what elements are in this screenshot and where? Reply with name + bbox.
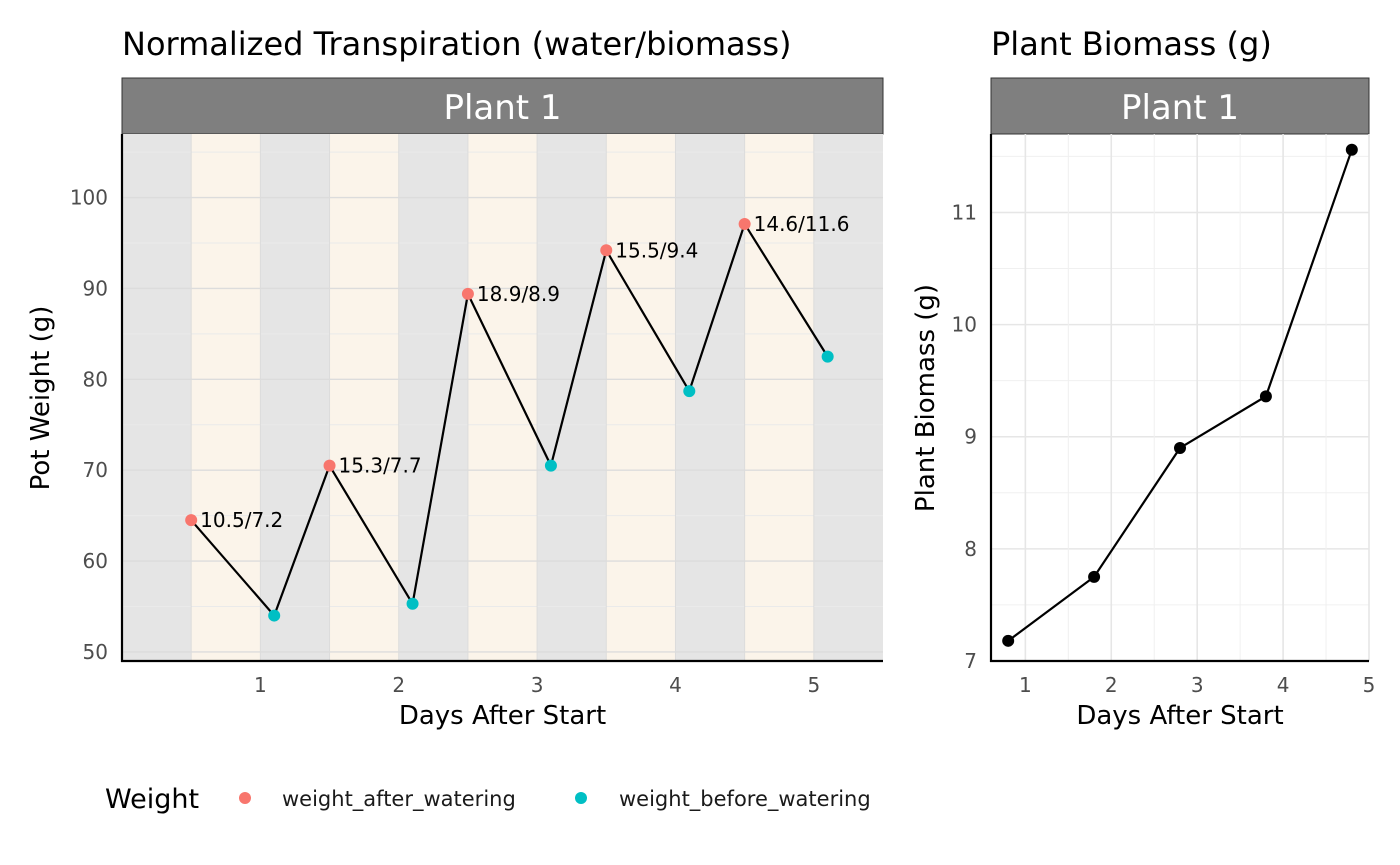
- biomass-point: [1002, 634, 1015, 647]
- night-band: [675, 134, 745, 661]
- x-tick-label: 2: [1105, 673, 1118, 697]
- weight_before_watering-point: [683, 385, 696, 398]
- weight_before_watering-point: [268, 609, 281, 622]
- biomass-strip: [990, 77, 1370, 135]
- transpiration-strip: [121, 77, 884, 135]
- biomass-x-title: Days After Start: [1076, 701, 1283, 731]
- y-tick-label: 100: [70, 186, 108, 210]
- x-tick-labels: 1 2 3 4 5: [1019, 673, 1375, 697]
- y-tick-label: 7: [964, 649, 977, 673]
- biomass-y-title: Plant Biomass (g): [911, 284, 941, 512]
- biomass-trace: [1007, 149, 1353, 642]
- axes: [120, 134, 883, 663]
- x-tick-label: 2: [392, 673, 405, 697]
- y-tick-label: 80: [83, 367, 108, 391]
- x-tick-label: 4: [1277, 673, 1290, 697]
- biomass-strip-label: Plant 1: [1121, 88, 1239, 128]
- transpiration-strip-label: Plant 1: [443, 88, 561, 128]
- ratio-label: 15.3/7.7: [339, 454, 422, 478]
- biomass-line: [1007, 149, 1353, 642]
- biomass-points: [1002, 143, 1358, 647]
- y-tick-label: 8: [964, 537, 977, 561]
- y-tick-label: 9: [964, 425, 977, 449]
- x-tick-label: 3: [1191, 673, 1204, 697]
- ratio-labels: 10.5/7.2 15.3/7.7 18.9/8.9 15.5/9.4 14.6/11.…: [200, 212, 849, 532]
- night-band: [537, 134, 607, 661]
- y-tick-label: 11: [952, 200, 977, 224]
- transpiration-x-title: Days After Start: [399, 701, 606, 731]
- legend-title: Weight: [105, 784, 199, 815]
- gridlines: [122, 134, 883, 661]
- ratio-label: 10.5/7.2: [200, 508, 283, 532]
- night-band: [122, 134, 192, 661]
- day-band: [329, 134, 399, 661]
- ratio-label: 15.5/9.4: [615, 238, 698, 262]
- day-band: [191, 134, 261, 661]
- weight_before_watering-point: [544, 459, 557, 472]
- weight-line: [190, 221, 829, 618]
- weight_before_watering-point: [406, 597, 419, 610]
- legend-label-before: weight_before_watering: [619, 787, 871, 812]
- legend-key-after: [239, 792, 251, 804]
- x-tick-labels: 1 2 3 4 5: [254, 673, 820, 697]
- x-tick-label: 3: [531, 673, 544, 697]
- y-tick-labels: 7 8 9 10 11: [952, 200, 977, 673]
- background-bands: [122, 134, 883, 661]
- legend-label-after: weight_after_watering: [282, 787, 516, 812]
- y-tick-labels: 50 60 70 80 90 100: [70, 186, 108, 664]
- gridlines: [991, 134, 1370, 662]
- x-tick-label: 1: [254, 673, 267, 697]
- night-band: [813, 134, 883, 661]
- biomass-title: Plant Biomass (g): [991, 25, 1272, 63]
- axes: [989, 134, 1369, 663]
- weight-trace: [190, 221, 829, 618]
- x-tick-label: 5: [807, 673, 820, 697]
- biomass-point: [1259, 390, 1272, 403]
- biomass-point: [1088, 570, 1101, 583]
- legend: Weight weight_after_watering weight_befo…: [105, 784, 871, 815]
- y-tick-label: 50: [83, 640, 108, 664]
- night-band: [398, 134, 468, 661]
- night-band: [260, 134, 330, 661]
- day-band: [606, 134, 676, 661]
- weight-points: [185, 217, 834, 622]
- weight_after_watering-point: [323, 459, 336, 472]
- y-tick-label: 60: [83, 549, 108, 573]
- y-tick-label: 70: [83, 458, 108, 482]
- legend-key-before: [575, 792, 587, 804]
- transpiration-panel: Normalized Transpiration (water/biomass)…: [26, 25, 884, 731]
- transpiration-y-title: Pot Weight (g): [26, 306, 56, 491]
- transpiration-title: Normalized Transpiration (water/biomass): [122, 25, 791, 63]
- day-band: [744, 134, 814, 661]
- y-tick-label: 10: [952, 313, 977, 337]
- x-tick-label: 1: [1019, 673, 1032, 697]
- weight_after_watering-point: [461, 287, 474, 300]
- biomass-point: [1345, 143, 1358, 156]
- y-tick-label: 90: [83, 276, 108, 300]
- day-band: [467, 134, 538, 661]
- ratio-label: 14.6/11.6: [754, 212, 850, 236]
- x-tick-label: 5: [1363, 673, 1376, 697]
- weight_after_watering-point: [185, 514, 198, 527]
- x-tick-label: 4: [669, 673, 682, 697]
- weight_before_watering-point: [821, 350, 834, 363]
- weight_after_watering-point: [600, 244, 613, 257]
- biomass-point: [1174, 441, 1186, 454]
- weight_after_watering-point: [738, 217, 751, 230]
- ratio-label: 18.9/8.9: [477, 282, 560, 306]
